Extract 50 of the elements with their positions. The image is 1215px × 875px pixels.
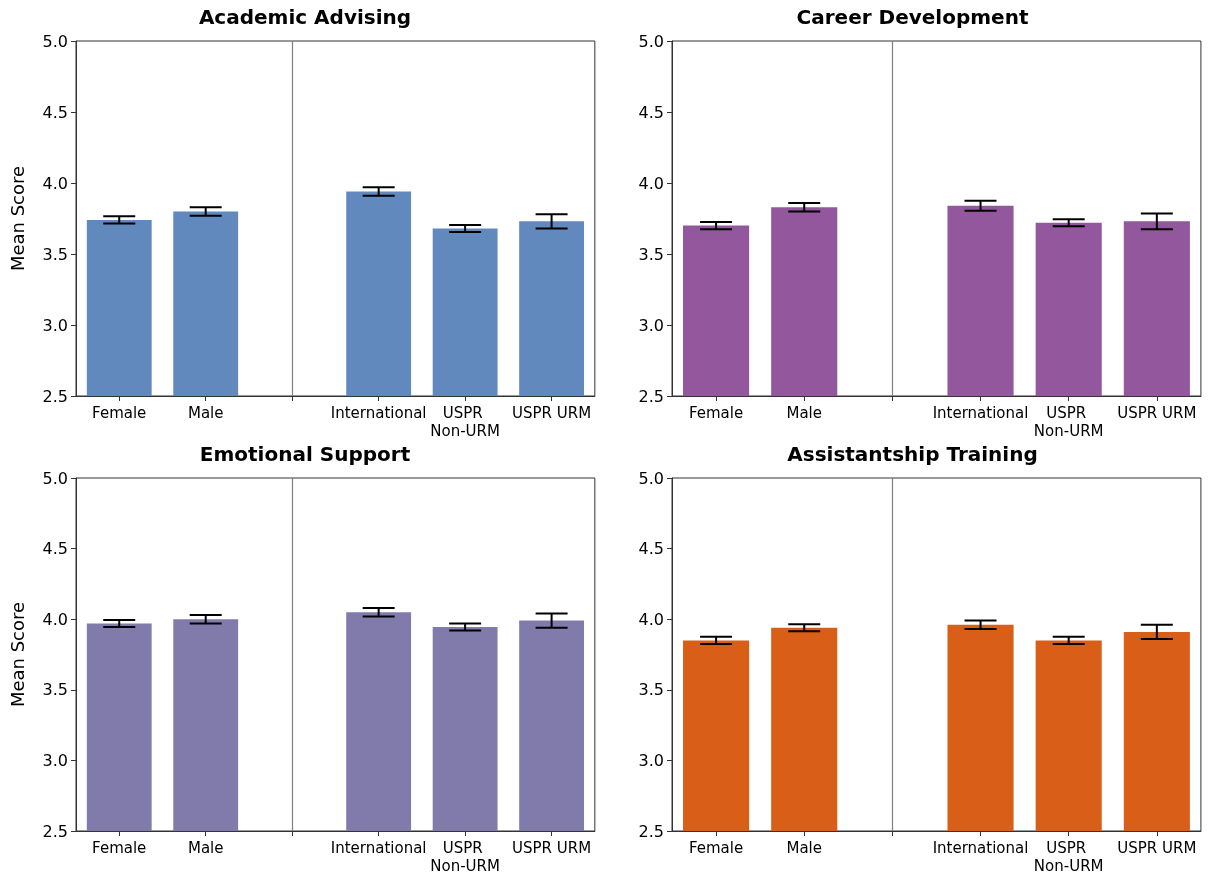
x-tick-label: Female <box>688 404 744 422</box>
y-axis-title: Mean Score <box>6 165 28 272</box>
x-tick-label: International <box>330 404 427 422</box>
y-tick-label: 4.5 <box>42 102 68 122</box>
x-tick-label: USPR Non-URM <box>1033 839 1104 875</box>
y-tick-label: 5.0 <box>638 31 664 51</box>
y-tick-label: 2.5 <box>638 821 664 841</box>
chart-title: Assistantship Training <box>787 442 1038 466</box>
y-tick-label: 5.0 <box>638 468 664 488</box>
y-tick-label: 4.0 <box>42 609 68 629</box>
x-tick-label: Female <box>688 839 744 857</box>
chart-title: Academic Advising <box>198 5 412 29</box>
y-axis-title: Mean Score <box>6 601 28 708</box>
y-tick-label: 5.0 <box>42 31 68 51</box>
x-tick-label: International <box>932 839 1029 857</box>
y-tick-label: 3.0 <box>42 750 68 770</box>
x-tick-label: Male <box>786 839 822 857</box>
x-tick-label: USPR URM <box>512 404 592 422</box>
x-tick-label: International <box>932 404 1029 422</box>
y-tick-label: 2.5 <box>638 386 664 406</box>
y-tick-label: 4.0 <box>42 173 68 193</box>
chart-title: Emotional Support <box>199 442 411 466</box>
y-tick-label: 4.0 <box>638 609 664 629</box>
y-tick-label: 4.5 <box>638 539 664 559</box>
y-tick-label: 3.0 <box>638 315 664 335</box>
x-tick-label: USPR Non-URM <box>1033 404 1104 440</box>
x-tick-label: USPR Non-URM <box>430 839 500 875</box>
y-tick-label: 3.0 <box>42 315 68 335</box>
y-tick-label: 3.5 <box>42 244 68 264</box>
y-tick-label: 2.5 <box>42 821 68 841</box>
x-tick-label: Female <box>92 839 147 857</box>
y-tick-label: 3.5 <box>42 680 68 700</box>
chart-title: Career Development <box>796 5 1029 29</box>
x-tick-label: Male <box>187 404 224 422</box>
x-tick-label: International <box>330 839 427 857</box>
y-tick-label: 5.0 <box>42 468 68 488</box>
y-tick-label: 3.5 <box>638 680 664 700</box>
y-tick-label: 3.5 <box>638 244 664 264</box>
y-tick-label: 2.5 <box>42 386 68 406</box>
x-tick-label: Male <box>786 404 822 422</box>
x-tick-label: USPR URM <box>512 839 592 857</box>
x-tick-label: USPR URM <box>1117 839 1197 857</box>
x-tick-label: Female <box>92 404 147 422</box>
y-tick-label: 4.0 <box>638 173 664 193</box>
y-tick-label: 4.5 <box>42 539 68 559</box>
x-tick-label: Male <box>187 839 224 857</box>
x-tick-label: USPR Non-URM <box>430 404 500 440</box>
y-tick-label: 4.5 <box>638 102 664 122</box>
x-tick-label: USPR URM <box>1117 404 1197 422</box>
y-tick-label: 3.0 <box>638 750 664 770</box>
